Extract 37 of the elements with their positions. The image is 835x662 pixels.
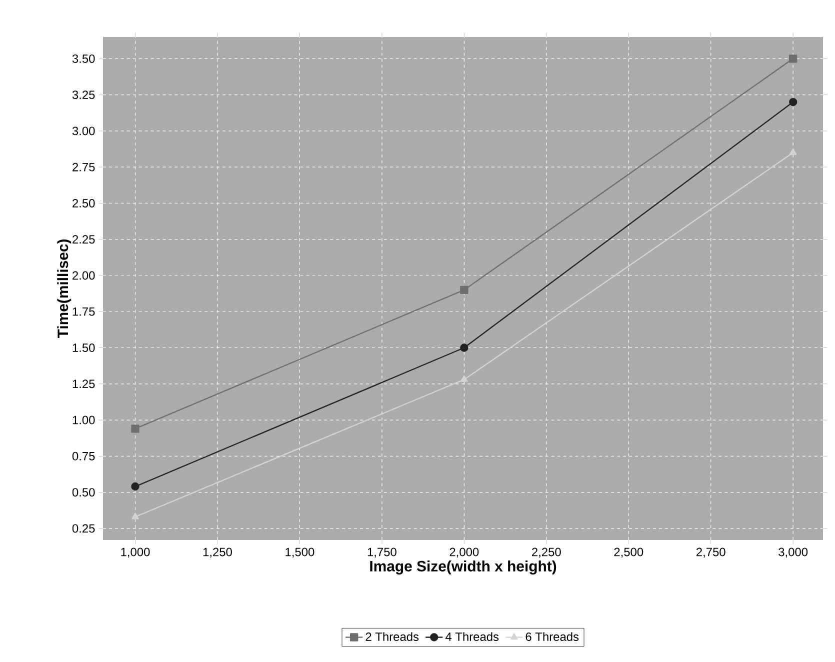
point — [789, 148, 797, 155]
point — [132, 512, 139, 520]
point — [460, 375, 468, 382]
x-tick-label: 3,000 — [778, 548, 808, 558]
y-tick-label: 1.25 — [72, 380, 95, 388]
point — [131, 424, 140, 433]
x-tick-label: 2,000 — [450, 548, 479, 558]
legend-label: 2 Threads — [366, 632, 419, 641]
legend-label: 6 Threads — [526, 632, 579, 641]
y-tick-label: 0.75 — [72, 452, 95, 460]
point — [788, 98, 798, 106]
y-tick-label: 3.00 — [72, 126, 95, 136]
x-tick-label: 1,500 — [286, 548, 314, 558]
point — [460, 344, 468, 352]
point — [788, 54, 798, 63]
y-tick-label: 3.50 — [72, 54, 95, 63]
y-tick-label: 1.00 — [72, 416, 95, 424]
y-tick-label: 2.00 — [72, 271, 95, 280]
y-tick-label: 0.50 — [72, 488, 95, 497]
x-axis-title: Image Size(width x height) — [370, 560, 556, 575]
x-tick-label: 2,250 — [532, 548, 561, 558]
y-tick-label: 2.75 — [72, 162, 95, 172]
y-tick-label: 3.25 — [72, 90, 95, 100]
y-axis-title: Time(millisec) — [57, 240, 72, 338]
x-tick-label: 2,750 — [696, 548, 726, 558]
x-tick-label: 1,250 — [203, 548, 232, 558]
point — [131, 482, 140, 491]
y-tick-label: 2.50 — [72, 198, 95, 208]
y-tick-label: 2.25 — [72, 235, 95, 244]
y-tick-label: 0.25 — [72, 524, 95, 533]
point — [460, 286, 468, 294]
y-tick-label: 1.50 — [72, 344, 95, 352]
x-tick-label: 2,500 — [614, 548, 644, 558]
x-tick-label: 1,000 — [121, 548, 150, 558]
legend-label: 4 Threads — [445, 632, 499, 641]
y-tick-label: 1.75 — [72, 307, 95, 316]
x-tick-label: 1,750 — [368, 548, 396, 558]
